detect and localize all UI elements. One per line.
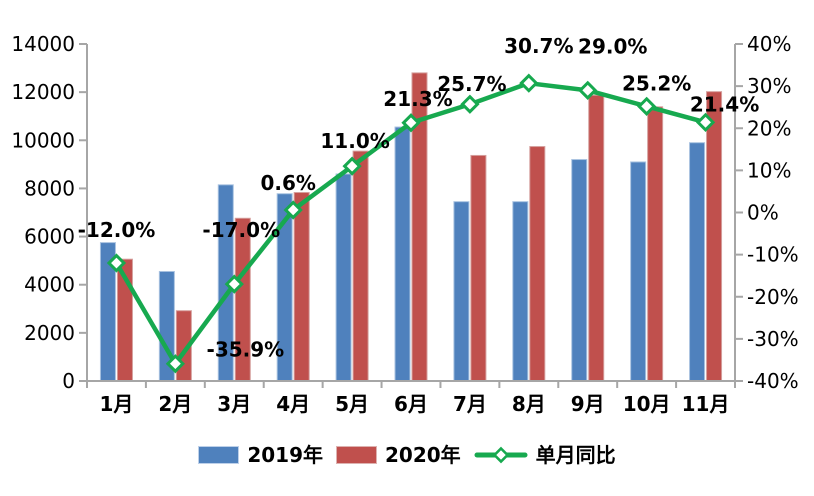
legend-label-2020: 2020年 <box>385 443 461 467</box>
svg-text:12000: 12000 <box>11 80 75 104</box>
legend-swatch-2019 <box>198 446 240 464</box>
svg-text:4月: 4月 <box>276 392 310 416</box>
bars-2019 <box>99 126 706 382</box>
svg-text:2月: 2月 <box>158 392 192 416</box>
svg-text:14000: 14000 <box>11 32 75 56</box>
svg-text:21.3%: 21.3% <box>383 87 452 111</box>
legend-line-diamond-icon <box>474 446 528 464</box>
svg-text:20%: 20% <box>747 116 791 140</box>
chart-legend: 2019年 2020年 单月同比 <box>0 445 814 465</box>
legend-item-yoy: 单月同比 <box>474 445 616 465</box>
svg-text:0%: 0% <box>747 201 779 225</box>
svg-text:-17.0%: -17.0% <box>202 218 280 242</box>
svg-text:30.7%: 30.7% <box>504 34 573 58</box>
point-labels: -12.0% -35.9% -17.0% 0.6%11.0% 21.3%25.7% 30.… <box>78 34 760 362</box>
svg-text:-12.0%: -12.0% <box>78 218 156 242</box>
svg-text:3月: 3月 <box>217 392 251 416</box>
svg-text:-35.9%: -35.9% <box>207 338 285 362</box>
svg-text:40%: 40% <box>747 32 791 56</box>
svg-text:5月: 5月 <box>335 392 369 416</box>
svg-text:-10%: -10% <box>747 243 799 267</box>
svg-text:25.2%: 25.2% <box>622 71 691 95</box>
svg-text:6月: 6月 <box>394 392 428 416</box>
svg-text:21.4%: 21.4% <box>690 92 759 116</box>
svg-text:-40%: -40% <box>747 369 799 393</box>
svg-text:11月: 11月 <box>682 392 730 416</box>
left-axis: 0 2000 4000 6000 8000 10000 12000 14000 <box>11 32 88 393</box>
svg-text:-20%: -20% <box>747 285 799 309</box>
bars-2020 <box>116 72 723 382</box>
svg-text:0: 0 <box>62 369 75 393</box>
right-axis: -40% -30% -20% -10% 0% 10% 20% 30% 40% <box>734 32 799 393</box>
yoy-line <box>106 73 716 374</box>
svg-text:29.0%: 29.0% <box>578 34 647 58</box>
svg-text:6000: 6000 <box>24 225 75 249</box>
legend-label-yoy: 单月同比 <box>535 443 616 467</box>
svg-text:2000: 2000 <box>24 321 75 345</box>
svg-text:25.7%: 25.7% <box>437 72 506 96</box>
svg-text:7月: 7月 <box>453 392 487 416</box>
svg-text:9月: 9月 <box>571 392 605 416</box>
legend-item-2020: 2020年 <box>336 445 461 465</box>
svg-text:-30%: -30% <box>747 327 799 351</box>
legend-item-2019: 2019年 <box>198 445 323 465</box>
svg-text:30%: 30% <box>747 74 791 98</box>
svg-text:8000: 8000 <box>24 176 75 200</box>
svg-text:10%: 10% <box>747 158 791 182</box>
legend-label-2019: 2019年 <box>247 443 323 467</box>
svg-text:10000: 10000 <box>11 128 75 152</box>
svg-text:8月: 8月 <box>512 392 546 416</box>
legend-swatch-2020 <box>336 446 377 464</box>
svg-text:0.6%: 0.6% <box>260 171 315 195</box>
svg-text:10月: 10月 <box>623 392 671 416</box>
svg-text:4000: 4000 <box>24 273 75 297</box>
svg-text:1月: 1月 <box>99 392 133 416</box>
svg-text:11.0%: 11.0% <box>320 129 389 153</box>
x-axis: 1月 2月 3月 4月 5月 6月 7月 8月 9月 10月 11月 <box>86 380 736 416</box>
